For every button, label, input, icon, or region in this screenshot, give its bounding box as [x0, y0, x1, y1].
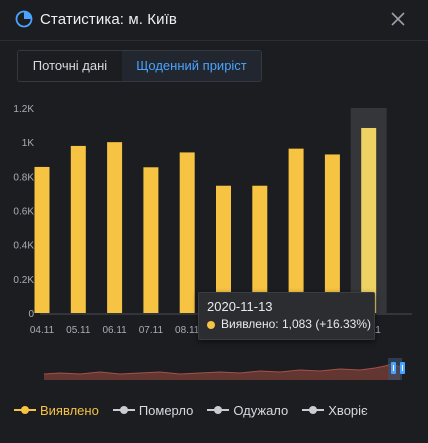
range-navigator[interactable] — [0, 352, 428, 384]
bar[interactable] — [143, 167, 159, 313]
tooltip-value: Виявлено: 1,083 (+16.33%) — [221, 317, 372, 331]
pie-chart-icon — [15, 10, 33, 28]
legend-item-detected[interactable]: Виявлено — [14, 403, 99, 418]
tab-current-data[interactable]: Поточні дані — [18, 51, 122, 81]
x-tick-label: 05.11 — [66, 325, 91, 336]
legend-marker-icon — [112, 405, 135, 415]
x-tick-label: 06.11 — [102, 325, 127, 336]
legend-item-sick[interactable]: Хворіє — [302, 402, 368, 418]
bar[interactable] — [324, 154, 340, 313]
y-tick-label: 1.2K — [13, 104, 34, 115]
tab-daily-growth[interactable]: Щоденний приріст — [122, 51, 261, 81]
y-tick-label: 1K — [22, 138, 35, 149]
bar[interactable] — [361, 127, 377, 313]
header: Статистика: м. Київ — [0, 0, 428, 41]
y-tick-label: 0.2K — [13, 275, 34, 286]
legend-item-died[interactable]: Померло — [112, 402, 194, 418]
legend-label: Померло — [138, 402, 194, 418]
bar[interactable] — [252, 185, 268, 313]
legend-item-recovered[interactable]: Одужало — [207, 403, 288, 418]
bar[interactable] — [216, 185, 231, 313]
tab-group: Поточні дані Щоденний приріст — [17, 50, 262, 82]
x-tick-label: 04.11 — [30, 325, 55, 336]
chart-legend: Виявлено Померло Одужало Хворіє — [0, 395, 428, 425]
y-tick-label: 0.6K — [13, 207, 34, 218]
x-tick-label: 08.11 — [175, 325, 200, 336]
y-tick-label: 0.8K — [13, 172, 34, 183]
bar[interactable] — [34, 166, 50, 313]
legend-marker-icon — [14, 405, 36, 415]
y-tick-label: 0 — [28, 309, 34, 320]
y-tick-label: 0.4K — [13, 241, 34, 252]
x-tick-label: 07.11 — [139, 325, 164, 336]
legend-label: Виявлено — [40, 402, 99, 418]
close-icon[interactable] — [388, 9, 408, 29]
tooltip-series-dot — [207, 321, 215, 329]
tooltip-date: 2020-11-13 — [207, 299, 273, 314]
bar[interactable] — [179, 152, 195, 313]
navigator-series-area — [44, 364, 400, 380]
legend-marker-icon — [207, 405, 230, 415]
legend-marker-icon — [302, 405, 325, 415]
legend-label: Хворіє — [328, 402, 368, 418]
bar[interactable] — [70, 145, 86, 313]
window-title: Статистика: м. Київ — [40, 11, 177, 28]
bar[interactable] — [107, 142, 123, 313]
bar[interactable] — [288, 148, 304, 313]
daily-growth-bar-chart: 0 0.2K 0.4K 0.6K 0.8K 1K 1.2K 04.11 05.11 06.11 07… — [13, 104, 412, 336]
chart-tooltip: 2020-11-13 Виявлено: 1,083 (+16.33%) — [198, 292, 375, 340]
legend-label: Одужало — [233, 402, 289, 418]
